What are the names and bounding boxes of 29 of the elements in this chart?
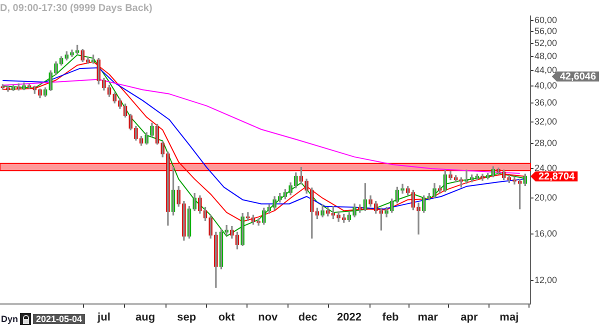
x-tick-label: okt xyxy=(218,311,236,324)
x-tick-label: sep xyxy=(177,311,196,324)
x-tick-label: 2022 xyxy=(336,311,362,324)
x-tick-label: jul xyxy=(96,311,110,324)
x-tick-label: feb xyxy=(382,311,400,324)
text: 2021-05-04 xyxy=(33,314,86,324)
y-tick-label: 20,00 xyxy=(534,192,558,203)
y-tick-label: 28,00 xyxy=(534,138,558,148)
y-tick-label: 16,00 xyxy=(534,228,558,239)
x-tick-label: mar xyxy=(418,311,439,324)
y-tick-label: 56,00 xyxy=(534,26,558,36)
x-tick-label: nov xyxy=(258,311,279,324)
y-tick-label: 32,00 xyxy=(534,116,558,127)
x-tick-label: apr xyxy=(460,311,478,324)
y-tick-label: 48,00 xyxy=(534,51,558,62)
y-tick-label: 36,00 xyxy=(534,98,558,108)
x-tick-label: maj xyxy=(500,311,519,324)
text: 42,6046 xyxy=(560,72,596,83)
y-tick-label: 52,00 xyxy=(534,38,558,48)
data-label: 22,8704 xyxy=(538,172,576,183)
y-tick-label: 44,00 xyxy=(534,65,558,76)
y-tick-label: 12,00 xyxy=(534,275,558,286)
y-tick-label: 24,00 xyxy=(534,163,558,174)
y-tick-label: 40,00 xyxy=(534,80,558,91)
x-tick-label: dec xyxy=(298,311,318,324)
x-tick-label: aug xyxy=(136,311,156,324)
y-tick-label: 60,00 xyxy=(534,15,558,25)
chart-title: D, 09:00-17:30 (9999 Days Back) xyxy=(0,2,152,14)
text: Dyn xyxy=(1,314,18,324)
